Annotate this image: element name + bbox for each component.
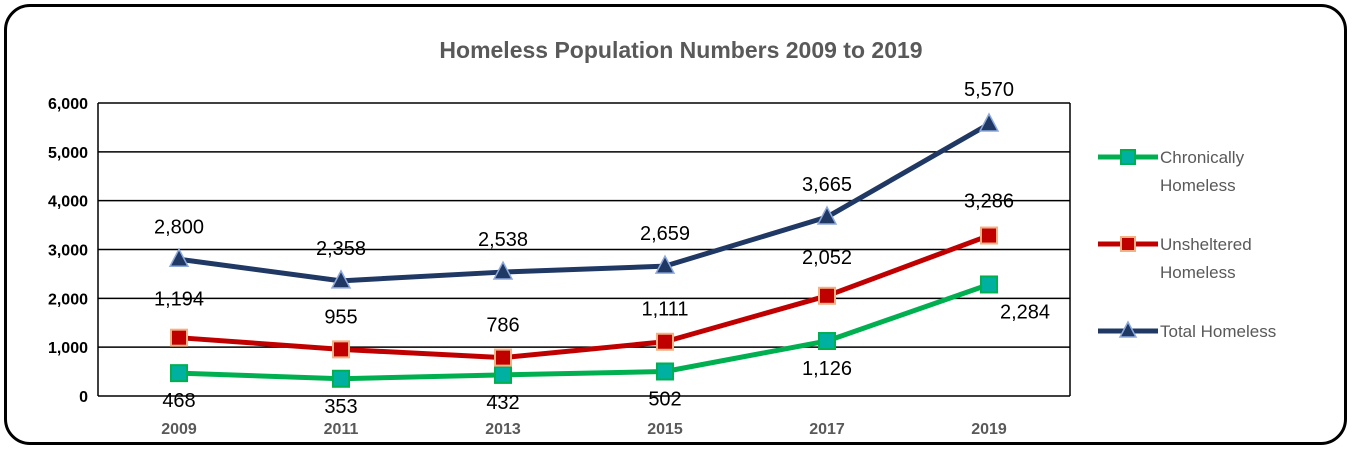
data-label: 2,800: [154, 216, 204, 238]
data-label: 502: [648, 388, 681, 410]
x-axis: 2009 2011 2013 2015 2017 2019: [161, 421, 1007, 438]
data-point-marker: [818, 332, 836, 351]
data-point-marker: [816, 205, 838, 225]
data-label: 468: [162, 390, 195, 412]
data-point-marker: [818, 286, 836, 305]
data-point-marker: [656, 362, 674, 381]
data-point-marker: [494, 365, 512, 384]
data-point-marker: [656, 332, 674, 351]
chart-title: Homeless Population Numbers 2009 to 2019: [439, 37, 922, 63]
x-tick-label: 2011: [324, 421, 359, 438]
y-tick-label: 0: [79, 389, 88, 406]
data-label: 2,358: [316, 238, 366, 260]
data-label: 2,052: [802, 247, 852, 269]
x-tick-label: 2017: [809, 421, 845, 438]
data-label: 1,111: [641, 299, 688, 321]
data-point-marker: [332, 340, 350, 359]
data-point-marker: [332, 369, 350, 388]
legend-marker: [1118, 320, 1138, 338]
y-tick-label: 1,000: [48, 340, 88, 357]
data-point-marker: [980, 226, 998, 245]
y-tick-label: 3,000: [48, 243, 88, 260]
x-tick-label: 2019: [971, 421, 1007, 438]
y-tick-label: 5,000: [48, 145, 88, 162]
x-tick-label: 2009: [161, 421, 197, 438]
data-point-marker: [168, 247, 190, 268]
y-tick-label: 2,000: [48, 291, 88, 308]
data-label: 432: [486, 392, 519, 414]
series-line: [178, 121, 991, 284]
data-point-marker: [330, 269, 352, 289]
grid-lines: [97, 102, 1071, 397]
legend-marker: [1120, 236, 1136, 252]
legend-item: Chronically Homeless: [1098, 148, 1245, 195]
legend-label: Unsheltered: [1160, 235, 1252, 254]
legend-item: Total Homeless: [1098, 320, 1276, 341]
data-point-marker: [654, 254, 676, 274]
data-label: 3,665: [802, 174, 852, 196]
series-total-homeless: 2,800 2,358 2,538 2,659 3,665 5,570: [154, 79, 1014, 289]
data-label: 353: [324, 396, 357, 418]
y-tick-label: 6,000: [48, 96, 88, 113]
legend-item: Unsheltered Homeless: [1098, 235, 1252, 282]
series-line: [178, 282, 990, 382]
x-tick-label: 2013: [485, 421, 521, 438]
data-label: 955: [324, 306, 357, 328]
data-label: 1,126: [802, 358, 852, 380]
data-point-marker: [494, 348, 512, 367]
legend-label: Total Homeless: [1160, 322, 1276, 341]
series-chronically-homeless: 468 353 432 502 1,126 2,284: [162, 275, 1050, 418]
y-tick-label: 4,000: [48, 194, 88, 211]
data-point-marker: [492, 260, 514, 280]
data-label: 2,538: [478, 229, 528, 251]
y-axis: 0 1,000 2,000 3,000 4,000 5,000 6,000: [48, 96, 88, 406]
data-label: 2,659: [640, 223, 690, 245]
data-point-marker: [980, 275, 998, 294]
data-point-marker: [170, 328, 188, 347]
x-tick-label: 2015: [647, 421, 683, 438]
series-unsheltered-homeless: 1,194 955 786 1,111 2,052 3,286: [154, 191, 1014, 367]
data-point-marker: [170, 364, 188, 383]
data-label: 3,286: [964, 191, 1014, 213]
series-group: 468 353 432 502 1,126 2,284 1,194 955 786 1,111 2,…: [154, 79, 1050, 418]
data-point-marker: [978, 112, 1000, 132]
data-label: 2,284: [1000, 301, 1050, 323]
data-label: 1,194: [154, 289, 204, 311]
legend-marker: [1120, 149, 1136, 165]
data-label: 5,570: [964, 79, 1014, 101]
legend-label: Homeless: [1160, 263, 1236, 282]
series-line: [178, 233, 990, 361]
legend-label: Homeless: [1160, 176, 1236, 195]
data-label: 786: [486, 315, 519, 337]
legend-label: Chronically: [1160, 148, 1245, 167]
legend: Chronically Homeless Unsheltered Homeless To…: [1098, 148, 1276, 341]
